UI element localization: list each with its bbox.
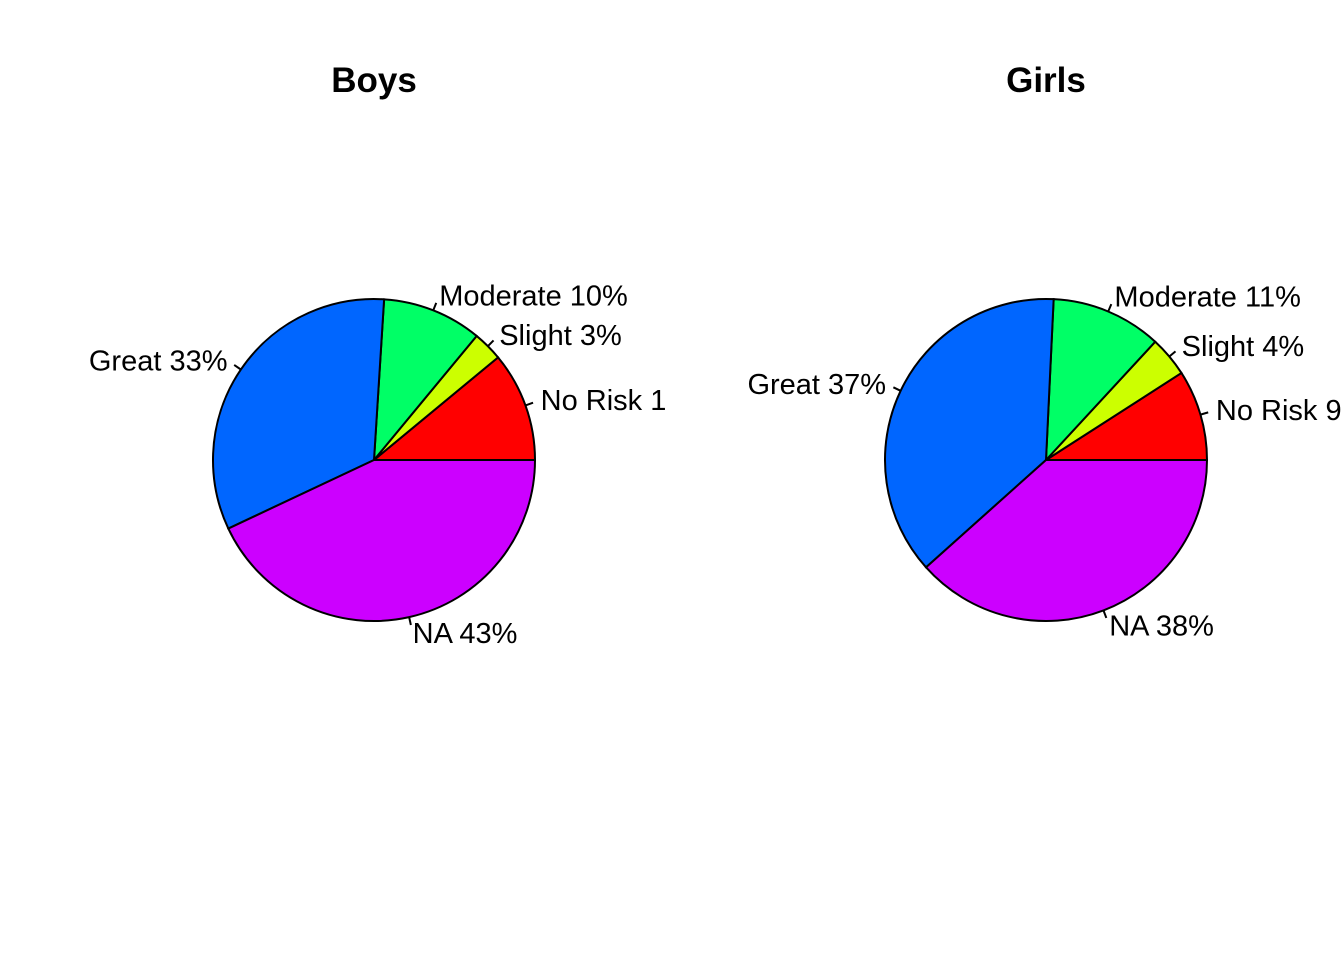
label-leader-line [892, 386, 902, 392]
pie-slice [1042, 371, 1209, 461]
pie-slice [212, 298, 386, 530]
label-leader-line [1107, 303, 1113, 312]
pie-slice [1044, 298, 1157, 463]
pie-slice [371, 355, 537, 461]
label-leader-line [1168, 350, 1177, 358]
pie-slice-label: No Risk 1 [541, 385, 667, 417]
label-leader-line [1102, 610, 1108, 619]
pie-title: Boys [331, 61, 417, 100]
pie-slice-label: No Risk 9 [1216, 395, 1342, 427]
pie-slice-label: NA 43% [413, 618, 518, 650]
label-leader-line [233, 364, 242, 371]
pie-slice-label: Moderate 10% [439, 280, 628, 312]
pie-slice-label: Great 33% [89, 345, 228, 377]
label-leader-line [408, 616, 412, 626]
label-leader-line [1200, 411, 1209, 416]
pie-chart-boys: Boys No Risk 1 Slight 3% Moderate 10% Great… [89, 61, 666, 650]
label-leader-line [525, 401, 534, 407]
pie-slice-label: Great 37% [747, 369, 886, 401]
label-leader-line [487, 339, 495, 347]
pie-slice-label: Slight 3% [499, 320, 622, 352]
pie-slice-label: NA 38% [1109, 610, 1214, 642]
pie-slice-label: Moderate 11% [1114, 282, 1300, 314]
label-leader-line [432, 302, 438, 311]
pie-slice-label: Slight 4% [1182, 331, 1305, 363]
pie-title: Girls [1006, 61, 1086, 100]
pie-chart-girls: Girls No Risk 9 Slight 4% Moderate 11% Grea… [747, 61, 1341, 642]
pie-slice [924, 459, 1209, 622]
